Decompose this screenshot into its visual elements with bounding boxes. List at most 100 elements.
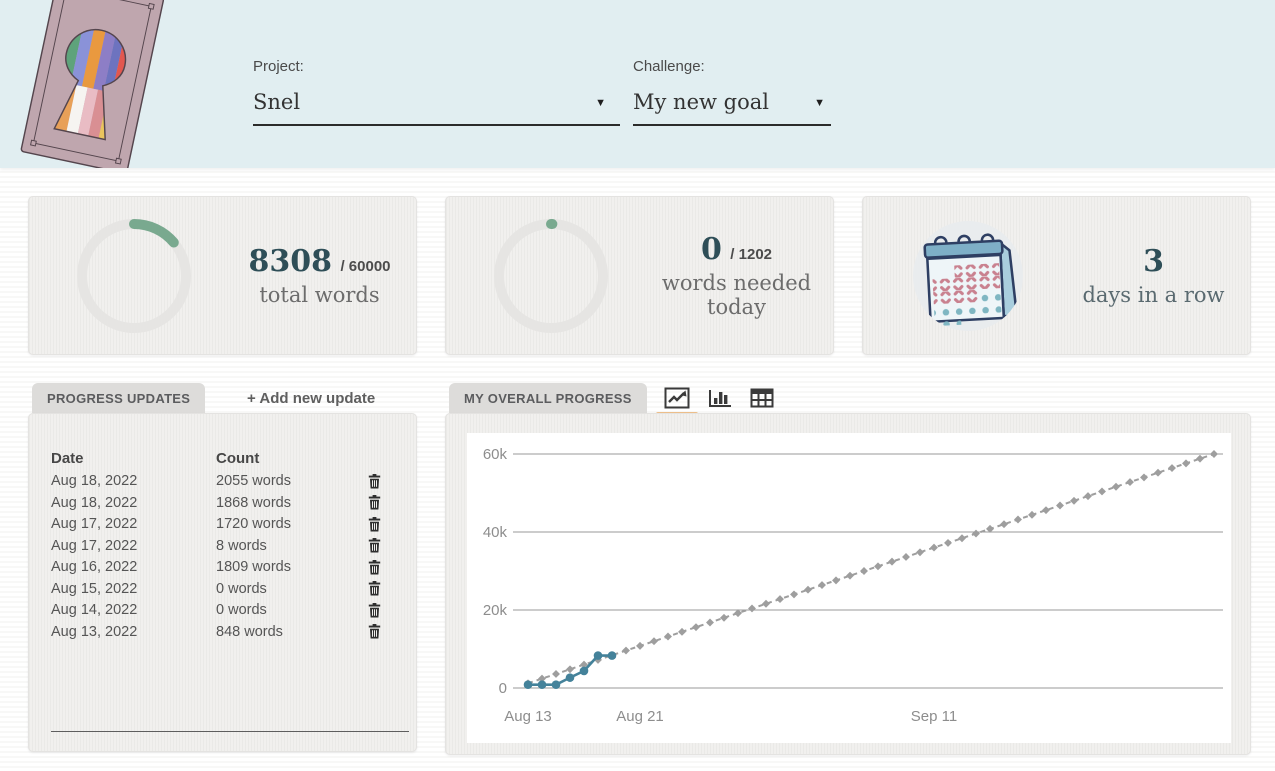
target-point bbox=[972, 529, 980, 538]
x-axis-tick: Aug 21 bbox=[616, 708, 664, 725]
trash-icon bbox=[368, 538, 381, 553]
target-point bbox=[622, 646, 630, 655]
challenge-field: Challenge: My new goal ▼ bbox=[633, 58, 831, 126]
total-words-value: 8308 bbox=[248, 244, 333, 279]
line-chart-view-button[interactable] bbox=[655, 385, 698, 416]
target-point bbox=[776, 595, 784, 604]
trash-icon bbox=[368, 602, 381, 618]
project-select[interactable]: Snel ▼ bbox=[253, 90, 620, 126]
target-point bbox=[664, 632, 672, 641]
progress-updates-panel: PROGRESS UPDATES + Add new update Date C… bbox=[28, 383, 417, 752]
words-needed-caption: words needed today bbox=[661, 271, 812, 319]
table-view-button[interactable] bbox=[747, 385, 777, 411]
target-point bbox=[762, 599, 770, 608]
updates-table: Date Count Aug 18, 2022 2055 words Aug bbox=[29, 414, 416, 643]
target-point bbox=[1000, 520, 1008, 529]
calendar-icon bbox=[913, 220, 1023, 331]
line-chart-icon bbox=[664, 387, 690, 409]
delete-update-button[interactable] bbox=[368, 559, 388, 575]
streak-caption: days in a row bbox=[1082, 283, 1225, 307]
update-count: 1868 words bbox=[216, 494, 291, 511]
actual-point bbox=[579, 666, 589, 676]
target-point bbox=[748, 604, 756, 613]
target-point bbox=[566, 665, 574, 674]
bar-chart-view-button[interactable] bbox=[705, 385, 735, 411]
target-point bbox=[1014, 515, 1022, 524]
actual-point bbox=[523, 680, 533, 689]
table-row: Aug 18, 2022 1868 words bbox=[51, 492, 416, 514]
table-row: Aug 18, 2022 2055 words bbox=[51, 471, 416, 493]
delete-update-button[interactable] bbox=[368, 624, 388, 640]
project-field: Project: Snel ▼ bbox=[253, 58, 620, 126]
target-point bbox=[902, 553, 910, 561]
update-count: 1809 words bbox=[216, 559, 291, 576]
count-column-header: Count bbox=[216, 450, 260, 468]
project-label: Project: bbox=[253, 58, 304, 75]
date-column-header: Date bbox=[51, 450, 84, 468]
target-point bbox=[1154, 468, 1162, 477]
chevron-down-icon: ▼ bbox=[814, 97, 825, 109]
target-point bbox=[1140, 473, 1148, 482]
target-point bbox=[1042, 506, 1050, 515]
update-date: Aug 14, 2022 bbox=[51, 602, 138, 619]
table-row: Aug 15, 2022 0 words bbox=[51, 578, 416, 600]
target-point bbox=[720, 613, 728, 622]
tab-progress-updates: PROGRESS UPDATES bbox=[32, 383, 206, 413]
challenge-select[interactable]: My new goal ▼ bbox=[633, 90, 831, 126]
update-count: 0 words bbox=[216, 602, 267, 619]
target-point bbox=[636, 641, 644, 650]
update-count: 0 words bbox=[216, 580, 267, 597]
y-axis-tick: 40k bbox=[483, 524, 508, 541]
target-point bbox=[874, 562, 882, 571]
target-point bbox=[832, 576, 840, 585]
actual-point bbox=[565, 673, 575, 682]
delete-update-button[interactable] bbox=[368, 516, 388, 532]
chevron-down-icon: ▼ bbox=[595, 97, 606, 109]
x-axis-tick: Sep 11 bbox=[911, 708, 957, 725]
delete-update-button[interactable] bbox=[368, 538, 388, 554]
target-point bbox=[916, 548, 924, 557]
header: Project: Snel ▼ Challenge: My new goal ▼ bbox=[0, 0, 1275, 168]
trash-icon bbox=[368, 624, 381, 639]
table-rows: Aug 18, 2022 2055 words Aug 18, 2022 186… bbox=[51, 471, 416, 643]
target-point bbox=[1056, 501, 1064, 510]
update-count: 8 words bbox=[216, 537, 267, 554]
table-row: Aug 13, 2022 848 words bbox=[51, 621, 416, 643]
streak-card: 3 days in a row bbox=[862, 196, 1251, 355]
challenge-value: My new goal bbox=[633, 90, 769, 114]
overall-progress-panel: MY OVERALL PROGRESS bbox=[445, 383, 1251, 755]
project-value: Snel bbox=[253, 90, 301, 114]
total-words-caption: total words bbox=[259, 283, 380, 307]
update-date: Aug 16, 2022 bbox=[51, 559, 138, 576]
target-point bbox=[1070, 496, 1078, 505]
target-point bbox=[804, 585, 812, 594]
challenge-label: Challenge: bbox=[633, 58, 705, 75]
delete-update-button[interactable] bbox=[368, 602, 388, 618]
delete-update-button[interactable] bbox=[368, 495, 388, 511]
target-point bbox=[930, 543, 938, 552]
y-axis-tick: 20k bbox=[483, 602, 508, 619]
table-row: Aug 17, 2022 8 words bbox=[51, 535, 416, 557]
target-point bbox=[650, 637, 658, 646]
target-point bbox=[888, 557, 896, 566]
target-point bbox=[1084, 492, 1092, 501]
add-new-update-button[interactable]: + Add new update bbox=[205, 390, 417, 407]
actual-point bbox=[607, 651, 617, 660]
trash-icon bbox=[368, 495, 381, 510]
bar-chart-icon bbox=[708, 390, 731, 407]
chart-view-switcher bbox=[655, 385, 777, 416]
update-date: Aug 13, 2022 bbox=[51, 623, 138, 640]
target-point bbox=[846, 571, 854, 580]
target-point bbox=[1168, 464, 1176, 472]
delete-update-button[interactable] bbox=[368, 473, 388, 489]
target-point bbox=[1112, 482, 1120, 491]
target-point bbox=[958, 534, 966, 543]
trash-icon bbox=[368, 516, 381, 532]
update-date: Aug 18, 2022 bbox=[51, 473, 138, 490]
panel-divider bbox=[51, 731, 409, 732]
delete-update-button[interactable] bbox=[368, 581, 388, 597]
app-logo[interactable] bbox=[8, 0, 172, 168]
trash-icon bbox=[368, 581, 381, 596]
update-date: Aug 18, 2022 bbox=[51, 494, 138, 511]
